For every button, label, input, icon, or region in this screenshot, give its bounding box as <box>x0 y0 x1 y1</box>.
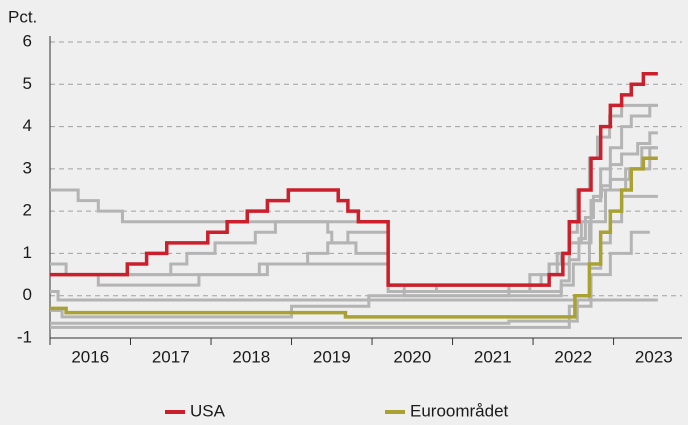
x-tick-label: 2021 <box>474 347 512 366</box>
series-line <box>50 194 658 325</box>
series-line <box>50 156 658 319</box>
y-tick-label: 2 <box>23 201 32 220</box>
x-tick-label: 2016 <box>71 347 109 366</box>
y-tick-label: 5 <box>23 74 32 93</box>
x-tick-label: 2020 <box>393 347 431 366</box>
y-tick-label: 0 <box>23 285 32 304</box>
x-tick-label: 2022 <box>554 347 592 366</box>
y-tick-label: 1 <box>23 243 32 262</box>
y-tick-label: 3 <box>23 158 32 177</box>
series-line <box>50 71 658 287</box>
legend-label: Euroområdet <box>410 401 509 420</box>
y-tick-label: -1 <box>17 327 32 346</box>
x-tick-label: 2017 <box>152 347 190 366</box>
series-line <box>50 289 658 302</box>
y-tick-label: 4 <box>23 116 32 135</box>
x-tick-label: 2019 <box>313 347 351 366</box>
legend-label: USA <box>190 401 226 420</box>
x-tick-label: 2023 <box>635 347 673 366</box>
x-tick-label: 2018 <box>232 347 270 366</box>
series-line <box>50 131 658 293</box>
y-axis-label: Pct. <box>8 7 37 26</box>
y-tick-label: 6 <box>23 31 32 50</box>
series-line <box>50 146 658 319</box>
